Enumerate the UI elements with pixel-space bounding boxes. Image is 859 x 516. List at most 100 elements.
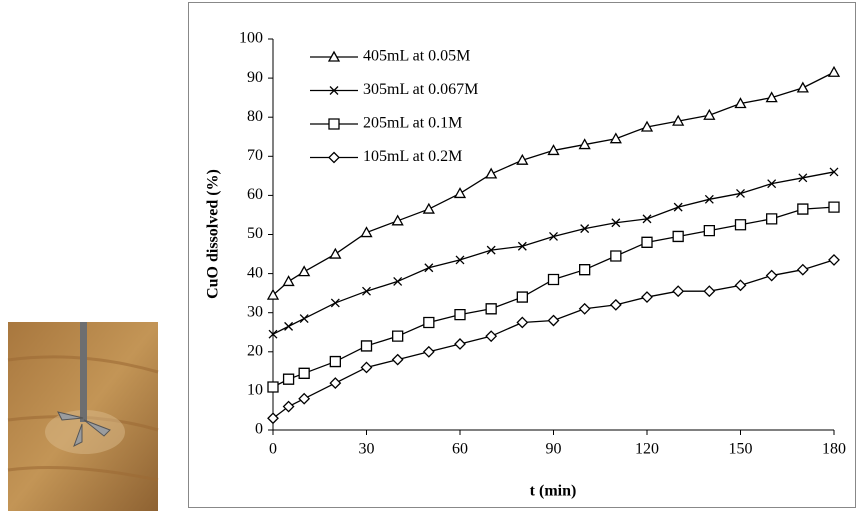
marker <box>827 65 841 77</box>
marker <box>391 214 404 226</box>
marker <box>734 219 747 231</box>
y-tick-label: 20 <box>247 342 263 359</box>
series-line <box>272 171 835 335</box>
marker <box>485 330 498 343</box>
marker <box>547 314 560 327</box>
marker <box>299 314 309 324</box>
marker <box>640 120 654 132</box>
y-tick-label: 10 <box>247 382 263 399</box>
marker <box>391 353 404 366</box>
marker <box>796 263 809 276</box>
marker <box>298 367 310 379</box>
marker <box>766 213 778 225</box>
x-tick-label: 150 <box>729 441 753 458</box>
marker <box>610 250 622 262</box>
marker <box>828 253 840 266</box>
marker <box>796 81 809 93</box>
marker <box>485 167 498 179</box>
marker <box>736 188 745 198</box>
marker <box>609 298 622 311</box>
x-axis-label: t (min) <box>530 483 577 500</box>
y-tick-label: 80 <box>247 108 263 125</box>
x-tick-label: 30 <box>359 441 375 458</box>
marker <box>454 338 466 350</box>
marker <box>516 291 528 303</box>
x-tick-label: 60 <box>452 441 468 458</box>
marker <box>611 218 621 228</box>
marker <box>517 241 527 251</box>
marker <box>282 400 295 413</box>
marker <box>829 167 839 177</box>
y-tick-label: 0 <box>255 421 263 438</box>
legend-label: 305mL at 0.067M <box>363 81 478 98</box>
marker <box>672 285 685 298</box>
photo <box>7 322 159 511</box>
marker <box>734 97 747 109</box>
marker <box>549 231 558 241</box>
y-tick-label: 50 <box>247 225 263 242</box>
marker <box>641 291 653 303</box>
marker <box>485 303 497 315</box>
marker <box>360 361 373 374</box>
legend-marker <box>328 118 340 130</box>
marker <box>267 381 279 393</box>
marker <box>704 194 714 204</box>
y-tick-label: 90 <box>247 69 263 86</box>
x-tick-label: 0 <box>269 441 277 458</box>
marker <box>298 265 311 277</box>
marker <box>578 138 591 150</box>
marker <box>329 247 342 259</box>
legend-marker <box>329 86 339 95</box>
marker <box>268 329 278 339</box>
marker <box>765 91 778 103</box>
y-tick-label: 30 <box>247 303 263 320</box>
marker <box>423 316 435 329</box>
y-tick-label: 60 <box>247 186 263 203</box>
glare <box>45 410 125 454</box>
marker <box>329 377 342 389</box>
marker <box>580 224 590 234</box>
marker <box>330 298 340 308</box>
marker <box>703 108 716 120</box>
marker <box>672 230 684 243</box>
impeller-blades <box>57 411 111 448</box>
marker <box>393 276 403 286</box>
marker <box>486 245 496 255</box>
legend-label: 205mL at 0.1M <box>363 115 462 132</box>
marker <box>298 392 311 405</box>
legend-label: 105mL at 0.2M <box>363 148 462 165</box>
marker <box>360 340 373 352</box>
marker <box>579 264 591 276</box>
chart-frame <box>188 2 856 508</box>
marker <box>703 285 716 298</box>
marker <box>455 255 465 265</box>
marker <box>547 144 560 156</box>
y-tick-label: 70 <box>247 147 263 164</box>
y-axis-label: CuO dissolved (%) <box>205 169 222 299</box>
marker <box>734 279 747 292</box>
x-tick-label: 120 <box>635 441 659 458</box>
marker <box>360 226 373 238</box>
marker <box>703 224 715 237</box>
marker <box>672 114 685 126</box>
y-tick-label: 100 <box>239 30 263 47</box>
marker <box>282 373 295 385</box>
marker <box>609 132 622 144</box>
marker <box>828 201 840 213</box>
marker <box>641 236 653 248</box>
legend-marker <box>327 50 341 62</box>
marker <box>454 309 466 321</box>
y-tick-label: 40 <box>247 264 263 281</box>
marker <box>765 269 778 282</box>
marker <box>362 286 371 296</box>
marker <box>422 202 435 214</box>
marker <box>767 179 777 189</box>
x-tick-label: 180 <box>822 441 846 458</box>
marker <box>516 316 529 329</box>
marker <box>392 330 404 342</box>
marker <box>284 321 294 331</box>
marker <box>424 263 434 273</box>
marker <box>516 153 529 165</box>
